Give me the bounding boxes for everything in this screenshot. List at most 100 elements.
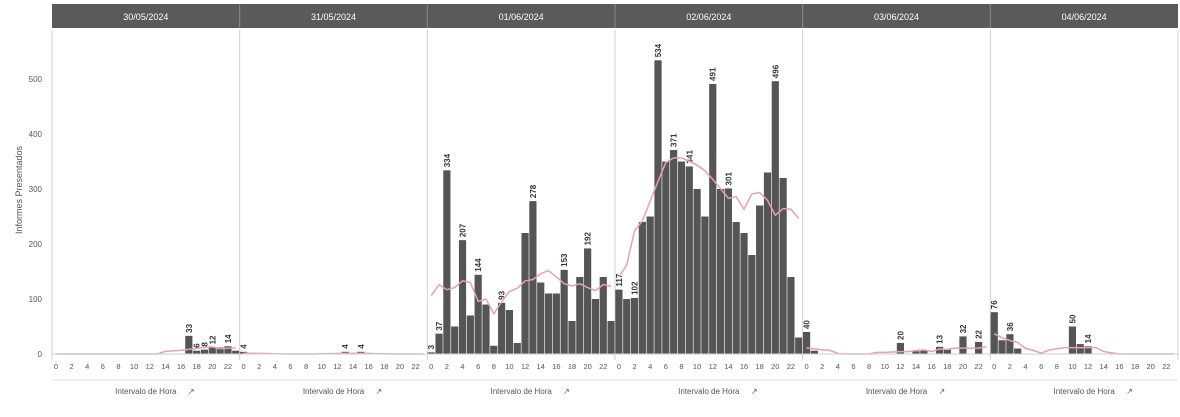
x-tick-label: 12 bbox=[1084, 362, 1092, 371]
x-tick-label: 16 bbox=[552, 362, 560, 371]
x-axis-label: Intervalo de Hora bbox=[490, 387, 552, 396]
bar-data-label: 4 bbox=[341, 344, 350, 349]
x-tick-label: 14 bbox=[724, 362, 732, 371]
bar bbox=[584, 248, 592, 354]
x-tick-label: 4 bbox=[648, 362, 652, 371]
x-tick-label: 4 bbox=[85, 362, 89, 371]
x-tick-label: 10 bbox=[130, 362, 138, 371]
x-tick-label: 16 bbox=[177, 362, 185, 371]
bar bbox=[607, 321, 615, 354]
x-tick-label: 20 bbox=[208, 362, 216, 371]
bar bbox=[443, 170, 451, 354]
x-tick-label: 4 bbox=[836, 362, 840, 371]
bar-data-label: 14 bbox=[1084, 334, 1093, 343]
bar-data-label: 4 bbox=[357, 344, 366, 349]
bar-data-label: 496 bbox=[771, 64, 780, 78]
x-tick-label: 4 bbox=[273, 362, 277, 371]
bar-data-label: 32 bbox=[959, 324, 968, 333]
bar-data-label: 12 bbox=[208, 335, 217, 344]
bar bbox=[662, 161, 670, 354]
x-tick-label: 0 bbox=[241, 362, 245, 371]
bar-data-label: 144 bbox=[474, 258, 483, 272]
pin-icon: ↗ bbox=[939, 387, 946, 396]
bar bbox=[646, 216, 654, 354]
bar bbox=[435, 333, 443, 354]
x-tick-label: 20 bbox=[1146, 362, 1154, 371]
bar bbox=[544, 293, 553, 354]
x-tick-label: 14 bbox=[349, 362, 357, 371]
y-tick-label: 200 bbox=[29, 240, 43, 249]
x-tick-label: 12 bbox=[521, 362, 529, 371]
panel-header bbox=[990, 4, 1178, 28]
x-tick-label: 16 bbox=[740, 362, 748, 371]
x-tick-label: 14 bbox=[161, 362, 169, 371]
x-tick-label: 18 bbox=[380, 362, 388, 371]
pin-icon: ↗ bbox=[188, 387, 195, 396]
bar bbox=[896, 343, 905, 354]
x-tick-label: 4 bbox=[460, 362, 464, 371]
bar-data-label: 534 bbox=[654, 43, 663, 57]
x-tick-label: 0 bbox=[992, 362, 996, 371]
panel-header bbox=[802, 4, 991, 28]
bar-data-label: 36 bbox=[1006, 322, 1015, 331]
x-tick-label: 2 bbox=[69, 362, 73, 371]
x-tick-label: 20 bbox=[771, 362, 779, 371]
x-tick-label: 20 bbox=[583, 362, 591, 371]
panel-date-label: 02/06/2024 bbox=[686, 12, 731, 22]
bar bbox=[568, 321, 576, 354]
bar-data-label: 102 bbox=[631, 281, 640, 295]
bar bbox=[724, 188, 732, 354]
y-tick-label: 400 bbox=[29, 130, 43, 139]
bar bbox=[701, 216, 709, 354]
trend-line bbox=[618, 157, 800, 278]
bar bbox=[239, 351, 248, 354]
pin-icon: ↗ bbox=[563, 387, 570, 396]
bar bbox=[482, 304, 490, 354]
bar-data-label: 50 bbox=[1068, 314, 1077, 323]
x-tick-label: 2 bbox=[820, 362, 824, 371]
bar bbox=[802, 332, 811, 354]
bar bbox=[693, 189, 701, 354]
panel-date-label: 30/05/2024 bbox=[123, 12, 168, 22]
bar-data-label: 6 bbox=[193, 343, 202, 348]
bar bbox=[990, 312, 998, 354]
bar bbox=[959, 336, 967, 354]
x-tick-label: 16 bbox=[1115, 362, 1123, 371]
x-tick-label: 8 bbox=[304, 362, 308, 371]
bar bbox=[498, 302, 506, 354]
bar-data-label: 14 bbox=[224, 334, 233, 343]
y-axis-label: Informes Presentados bbox=[14, 145, 24, 234]
bar-data-label: 3 bbox=[427, 344, 436, 349]
x-tick-label: 22 bbox=[974, 362, 982, 371]
x-tick-label: 18 bbox=[192, 362, 200, 371]
x-axis-label: Intervalo de Hora bbox=[1053, 387, 1115, 396]
x-tick-label: 6 bbox=[664, 362, 668, 371]
x-tick-label: 6 bbox=[851, 362, 855, 371]
bar-data-label: 40 bbox=[803, 320, 812, 329]
bar bbox=[599, 277, 607, 354]
x-tick-label: 16 bbox=[365, 362, 373, 371]
panel-date-label: 03/06/2024 bbox=[874, 12, 919, 22]
bar bbox=[513, 343, 521, 354]
bar bbox=[451, 326, 459, 354]
x-tick-label: 14 bbox=[1100, 362, 1108, 371]
x-tick-label: 8 bbox=[492, 362, 496, 371]
bar bbox=[810, 350, 818, 354]
panel-4: 03/06/2024 40 20 13 32 22 0 2 4 6 8 10 12 14 16 18 20 22 I… bbox=[802, 4, 991, 396]
bar-data-label: 334 bbox=[443, 153, 452, 167]
bar bbox=[709, 83, 717, 354]
pin-icon: ↗ bbox=[376, 387, 383, 396]
x-tick-label: 6 bbox=[1039, 362, 1043, 371]
panel-date-label: 04/06/2024 bbox=[1062, 12, 1107, 22]
bar-data-label: 22 bbox=[975, 329, 984, 338]
x-tick-label: 20 bbox=[396, 362, 404, 371]
bar-data-label: 371 bbox=[670, 133, 679, 147]
bar bbox=[748, 255, 756, 354]
bar-data-label: 76 bbox=[990, 300, 999, 309]
bar bbox=[200, 349, 209, 354]
bar bbox=[787, 277, 795, 354]
bar bbox=[623, 299, 631, 354]
x-tick-label: 0 bbox=[617, 362, 621, 371]
